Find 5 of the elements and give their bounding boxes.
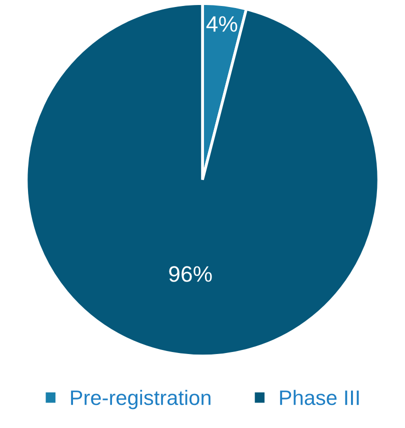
legend-label: Pre-registration	[71, 390, 210, 410]
data-label: 96%	[169, 266, 212, 282]
data-label: 4%	[206, 16, 238, 32]
pie-slice	[24, 2, 380, 358]
legend-label: Phase III	[280, 390, 359, 406]
